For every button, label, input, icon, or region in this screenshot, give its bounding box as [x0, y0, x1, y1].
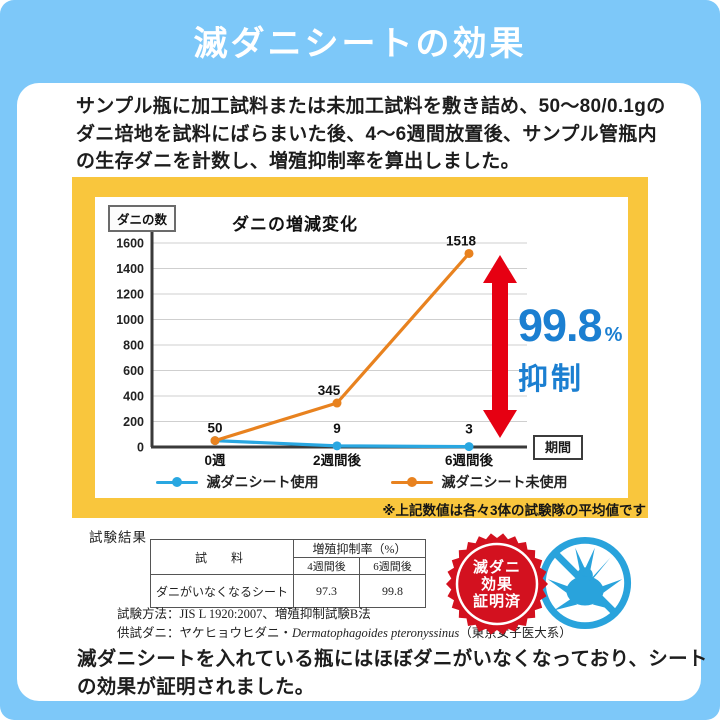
seal-line-3: 証明済 [472, 592, 521, 610]
svg-text:50: 50 [207, 421, 222, 436]
table-header-sample: 試 料 [150, 539, 294, 575]
chart-footnote: ※上記数値は各々3体の試験隊の平均値です [382, 503, 646, 518]
svg-text:0週: 0週 [204, 453, 226, 468]
svg-text:345: 345 [318, 383, 341, 398]
seal-line-2: 効果 [480, 575, 513, 593]
table-header-rate: 増殖抑制率（%） [293, 539, 426, 558]
conclusion-line-1: 滅ダニシートを入れている瓶にはほぼダニがいなくなっており、シート [77, 648, 708, 670]
chart-legend: 滅ダニシート使用 滅ダニシート未使用 [95, 472, 628, 492]
y-axis-label-box: ダニの数 [108, 205, 177, 232]
table-cell-rate-6weeks: 99.8 [359, 574, 426, 608]
svg-text:800: 800 [123, 339, 144, 353]
svg-text:400: 400 [123, 390, 144, 404]
chart-title: ダニの増減変化 [232, 215, 358, 234]
seal-line-1: 滅ダニ [472, 558, 521, 576]
legend-label-sheet-used: 滅ダニシート使用 [206, 474, 319, 490]
description-line-1: サンプル瓶に加工試料または未加工試料を敷き詰め、50〜80/0.1gの [76, 96, 666, 117]
certified-seal: 滅ダニ 効果 証明済 [446, 533, 548, 635]
suppression-annotation: 99.8% 抑制 [518, 300, 638, 398]
page-title: 滅ダニシートの効果 [193, 25, 527, 63]
svg-text:1000: 1000 [116, 313, 144, 327]
results-section-label: 試験結果 [89, 530, 147, 545]
suppression-label: 抑制 [518, 363, 584, 396]
table-header-4weeks: 4週間後 [293, 557, 360, 575]
seal-text: 滅ダニ 効果 証明済 [446, 533, 548, 635]
svg-text:200: 200 [123, 415, 144, 429]
svg-text:9: 9 [333, 421, 341, 436]
conclusion-line-2: の効果が証明されました。 [77, 675, 315, 698]
suppression-value: 99.8 [518, 300, 603, 351]
seal-starburst [446, 533, 548, 635]
svg-text:1600: 1600 [116, 237, 144, 251]
table-header-6weeks: 6週間後 [359, 557, 426, 575]
legend-item-sheet-used: 滅ダニシート使用 [155, 472, 319, 492]
svg-text:6週間後: 6週間後 [445, 452, 494, 468]
results-table: 試 料 増殖抑制率（%） 4週間後 6週間後 ダニがいなくなるシート 97.3 … [150, 539, 426, 608]
svg-text:1518: 1518 [446, 233, 477, 248]
legend-marker-orange [390, 477, 433, 487]
conclusion-text: 滅ダニシートを入れている瓶にはほぼダニがいなくなっており、シート の効果が証明さ… [77, 646, 708, 701]
test-description: サンプル瓶に加工試料または未加工試料を敷き詰め、50〜80/0.1gの ダニ培地… [76, 93, 666, 176]
legend-label-sheet-unused: 滅ダニシート未使用 [441, 474, 568, 490]
svg-text:2週間後: 2週間後 [313, 452, 362, 468]
table-cell-sample-name: ダニがいなくなるシート [150, 574, 294, 608]
legend-marker-blue [155, 477, 198, 487]
test-method-note: 試験方法：JIS L 1920:2007、増殖抑制試験B法 [117, 607, 371, 621]
no-mite-icon [538, 536, 632, 630]
description-line-3: の生存ダニを計数し、増殖抑制率を算出しました。 [76, 151, 520, 172]
suppression-unit: % [604, 324, 623, 346]
table-row: ダニがいなくなるシート 97.3 99.8 [150, 574, 426, 608]
svg-text:1200: 1200 [116, 288, 144, 302]
svg-text:600: 600 [123, 364, 144, 378]
svg-text:0: 0 [137, 441, 144, 455]
description-line-2: ダニ培地を試料にばらまいた後、4〜6週間放置後、サンプル管瓶内 [76, 123, 657, 145]
x-axis-label-box: 期間 [533, 435, 583, 460]
mite-count-line-chart: 0 200 400 600 800 1000 1200 1400 1600 0週 2週間後 6週間後 9… [116, 232, 527, 468]
legend-item-sheet-unused: 滅ダニシート未使用 [390, 472, 568, 492]
svg-text:1400: 1400 [116, 262, 144, 276]
svg-text:3: 3 [465, 422, 473, 437]
table-header-row-1: 試 料 増殖抑制率（%） [150, 539, 426, 575]
